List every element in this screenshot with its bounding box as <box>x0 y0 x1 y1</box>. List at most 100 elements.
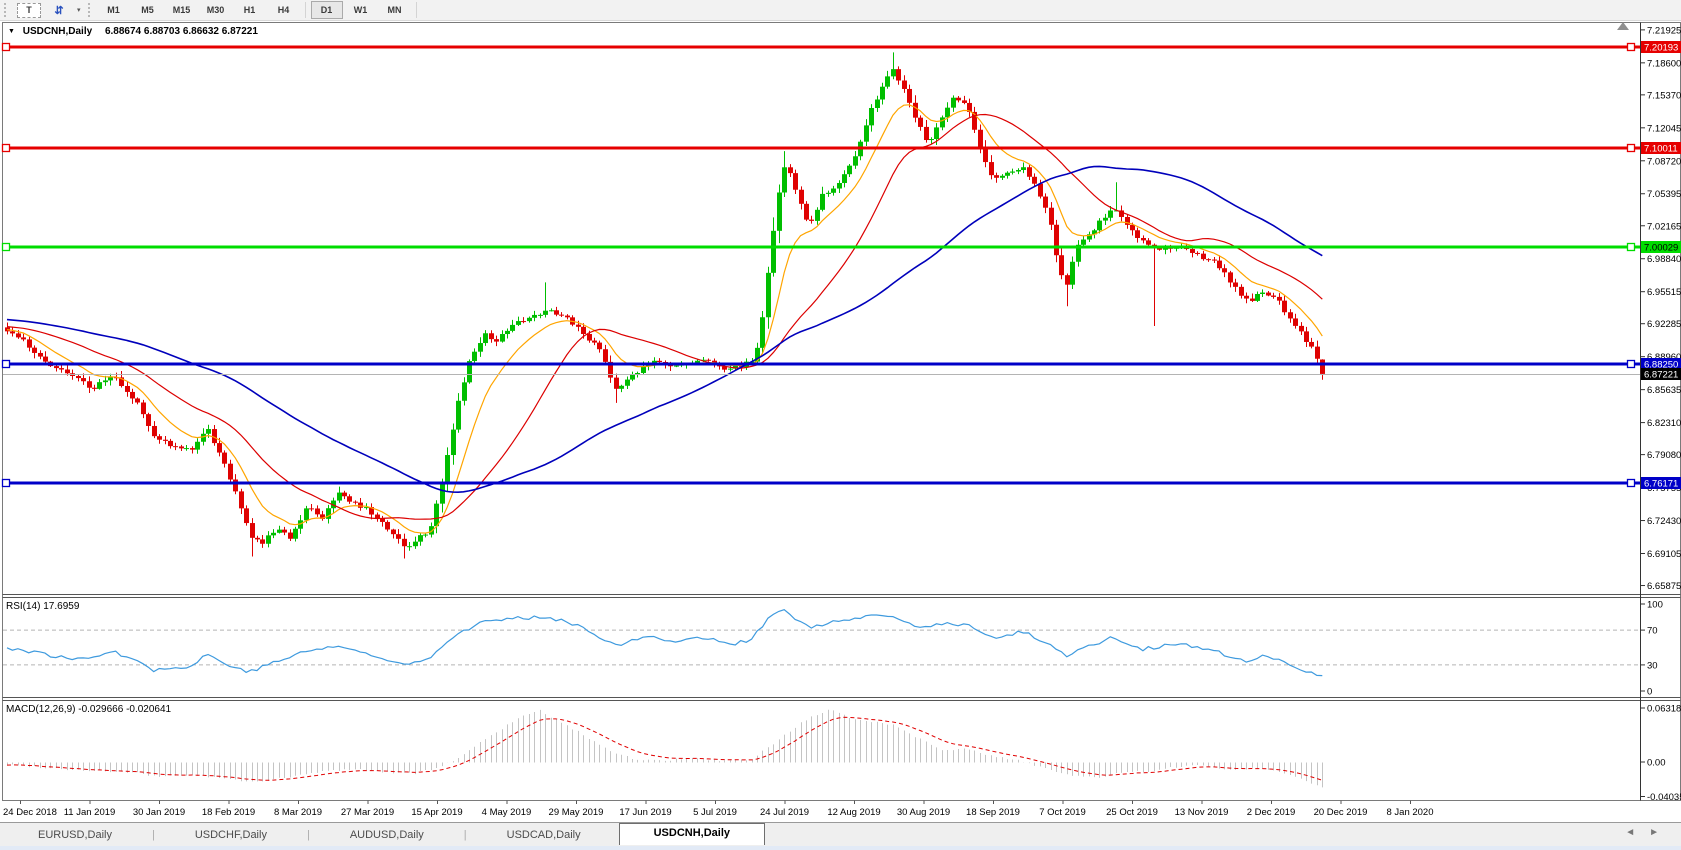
svg-text:12 Aug 2019: 12 Aug 2019 <box>827 807 880 818</box>
ma-slow-line <box>6 165 1323 494</box>
svg-text:7 Oct 2019: 7 Oct 2019 <box>1039 807 1085 818</box>
svg-text:6.82310: 6.82310 <box>1647 418 1681 429</box>
text-tool-button[interactable]: T <box>17 2 41 18</box>
price-axis: 7.21925 7.18600 7.15370 7.12045 7.08720 7.053… <box>1640 25 1681 592</box>
svg-text:100: 100 <box>1647 600 1663 611</box>
macd-panel: 0.063184 0.00 -0.040355 <box>6 704 1681 803</box>
svg-text:7.10011: 7.10011 <box>1644 144 1678 155</box>
svg-text:30 Aug 2019: 30 Aug 2019 <box>897 807 950 818</box>
macd-signal-line <box>6 716 1323 781</box>
tab-eurusd-daily[interactable]: EURUSD,Daily <box>38 828 112 841</box>
svg-text:6.88960: 6.88960 <box>1647 352 1681 363</box>
tab-scroll-left-icon[interactable]: ◄ <box>1625 827 1650 838</box>
timeframe-button-mn[interactable]: MN <box>387 5 402 15</box>
svg-text:6.92285: 6.92285 <box>1647 319 1681 330</box>
svg-text:11 Jan 2019: 11 Jan 2019 <box>64 807 116 818</box>
toolbar-grip-icon[interactable] <box>4 3 9 17</box>
chart-title: ▼ USDCNH,Daily 6.88674 6.88703 6.86632 6… <box>8 26 258 37</box>
chart-dropdown-icon[interactable]: ▼ <box>8 28 15 35</box>
hline-7.10011[interactable]: 7.10011 <box>1 142 1681 155</box>
candlestick-series <box>5 52 1325 559</box>
svg-text:29 May 2019: 29 May 2019 <box>549 807 604 818</box>
timeframe-button-d1[interactable]: D1 <box>310 1 343 19</box>
timeframe-button-m1[interactable]: M1 <box>107 5 120 15</box>
toolbar-separator <box>304 2 306 18</box>
svg-text:27 Mar 2019: 27 Mar 2019 <box>341 807 394 818</box>
chart-ohlc-values: 6.88674 6.88703 6.86632 6.87221 <box>104 26 258 37</box>
tab-separator: | <box>306 829 310 841</box>
tab-scroll-right-icon[interactable]: ► <box>1649 827 1673 838</box>
svg-text:6.87221: 6.87221 <box>1644 370 1678 381</box>
svg-text:6.85635: 6.85635 <box>1647 385 1681 396</box>
timeframe-button-m5[interactable]: M5 <box>141 5 154 15</box>
timeframe-button-h4[interactable]: H4 <box>277 5 290 15</box>
toolbar-separator <box>415 2 417 18</box>
svg-text:7.02165: 7.02165 <box>1647 221 1681 232</box>
date-axis[interactable]: 24 Dec 2018 11 Jan 2019 30 Jan 2019 18 Feb … <box>3 800 1434 819</box>
hline-6.76171[interactable]: 6.76171 <box>1 477 1681 490</box>
svg-text:6.95515: 6.95515 <box>1647 287 1681 298</box>
line-handle <box>1626 478 1636 488</box>
line-handle <box>1 143 11 153</box>
svg-text:0.063184: 0.063184 <box>1647 704 1681 715</box>
svg-text:18 Sep 2019: 18 Sep 2019 <box>966 807 1020 818</box>
svg-text:2 Dec 2019: 2 Dec 2019 <box>1247 807 1296 818</box>
macd-indicator-label: MACD(12,26,9) -0.029666 -0.020641 <box>6 704 172 715</box>
arrows-tool-button[interactable]: ⇵ <box>43 1 75 19</box>
svg-text:8 Mar 2019: 8 Mar 2019 <box>274 807 322 818</box>
svg-text:18 Feb 2019: 18 Feb 2019 <box>202 807 255 818</box>
svg-text:15 Apr 2019: 15 Apr 2019 <box>411 807 462 818</box>
svg-text:-0.040355: -0.040355 <box>1647 792 1681 803</box>
line-handle <box>1 242 11 252</box>
tab-audusd-daily[interactable]: AUDUSD,Daily <box>349 828 424 841</box>
svg-text:7.20193: 7.20193 <box>1644 43 1678 54</box>
svg-text:6.72430: 6.72430 <box>1647 516 1681 527</box>
svg-text:8 Jan 2020: 8 Jan 2020 <box>1386 807 1433 818</box>
svg-text:20 Dec 2019: 20 Dec 2019 <box>1314 807 1368 818</box>
chevron-down-icon[interactable]: ▾ <box>77 7 81 14</box>
svg-text:6.69105: 6.69105 <box>1647 549 1681 560</box>
svg-text:7.00029: 7.00029 <box>1644 243 1678 254</box>
svg-text:7.12045: 7.12045 <box>1647 123 1681 134</box>
hline-7.20193[interactable]: 7.20193 <box>1 41 1681 54</box>
timeframe-button-m15[interactable]: M15 <box>172 5 191 15</box>
svg-text:4 May 2019: 4 May 2019 <box>482 807 532 818</box>
current-price-line: 6.87221 <box>3 368 1681 381</box>
tab-usdcad-daily[interactable]: USDCAD,Daily <box>506 828 581 841</box>
tab-separator: | <box>151 829 155 841</box>
toolbar: T ⇵ ▾ M1 M5 M15 M30 H1 H4 D1 W1 MN <box>0 0 1681 21</box>
svg-text:30: 30 <box>1647 660 1658 671</box>
toolbar-grip-icon[interactable] <box>87 3 93 17</box>
svg-text:7.05395: 7.05395 <box>1647 189 1681 200</box>
rsi-panel: 100 70 30 0 <box>3 600 1663 698</box>
hline-6.88250[interactable]: 6.88250 <box>1 358 1681 371</box>
svg-text:7.18600: 7.18600 <box>1647 58 1681 69</box>
svg-text:17 Jun 2019: 17 Jun 2019 <box>619 807 671 818</box>
line-handle <box>1626 42 1636 52</box>
svg-text:24 Dec 2018: 24 Dec 2018 <box>3 807 57 818</box>
svg-text:7.15370: 7.15370 <box>1647 90 1681 101</box>
svg-text:6.88250: 6.88250 <box>1644 360 1678 371</box>
timeframe-button-m30[interactable]: M30 <box>206 5 225 15</box>
hline-7.00029[interactable]: 7.00029 <box>1 241 1681 254</box>
timeframe-button-w1[interactable]: W1 <box>353 5 368 15</box>
svg-text:5 Jul 2019: 5 Jul 2019 <box>693 807 737 818</box>
chart-canvas[interactable]: 7.21925 7.18600 7.15370 7.12045 7.08720 7.053… <box>0 0 1681 822</box>
tab-usdcnh-daily[interactable]: USDCNH,Daily <box>618 823 766 845</box>
line-handle <box>1 478 11 488</box>
svg-text:6.79080: 6.79080 <box>1647 450 1681 461</box>
line-handle <box>1 359 11 369</box>
line-handle <box>1626 359 1636 369</box>
svg-text:24 Jul 2019: 24 Jul 2019 <box>760 807 809 818</box>
svg-text:7.08720: 7.08720 <box>1647 156 1681 167</box>
svg-text:30 Jan 2019: 30 Jan 2019 <box>133 807 185 818</box>
tab-scroll-arrows: ◄► <box>1625 827 1673 838</box>
svg-text:7.21925: 7.21925 <box>1647 25 1681 36</box>
chart-symbol-label: USDCNH,Daily <box>22 26 93 37</box>
tab-usdchf-daily[interactable]: USDCHF,Daily <box>194 828 267 841</box>
svg-text:13 Nov 2019: 13 Nov 2019 <box>1175 807 1229 818</box>
timeframe-button-h1[interactable]: H1 <box>243 5 256 15</box>
line-handle <box>1 42 11 52</box>
svg-text:25 Oct 2019: 25 Oct 2019 <box>1106 807 1158 818</box>
